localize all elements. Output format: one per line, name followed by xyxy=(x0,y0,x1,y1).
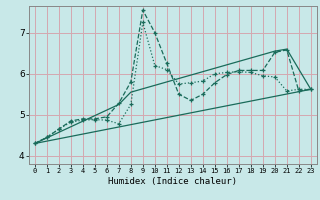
X-axis label: Humidex (Indice chaleur): Humidex (Indice chaleur) xyxy=(108,177,237,186)
